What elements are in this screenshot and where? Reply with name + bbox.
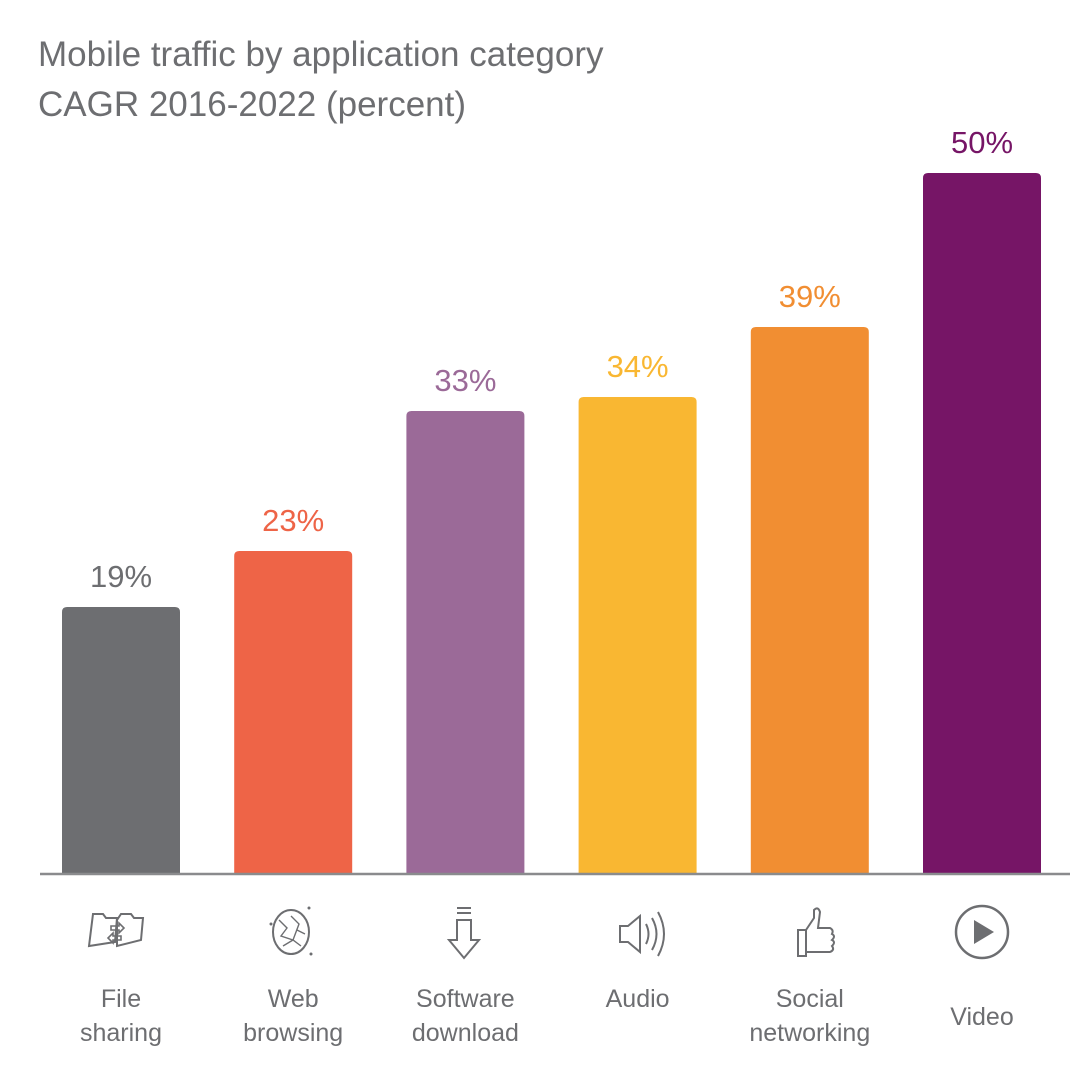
category-label-line: File — [100, 985, 142, 1013]
category-label-line: download — [411, 1019, 519, 1047]
data-label: 39% — [779, 279, 841, 314]
data-label: 50% — [951, 125, 1013, 160]
file-sharing-icon — [81, 900, 161, 970]
bar — [578, 397, 697, 873]
bar — [62, 607, 180, 873]
title-line: Mobile traffic by application category — [38, 35, 604, 74]
globe-icon — [253, 900, 333, 970]
category-label-line: Software — [416, 985, 515, 1013]
category-label-line: Audio — [605, 985, 670, 1013]
data-label: 34% — [607, 349, 669, 384]
bar — [923, 173, 1041, 873]
category-label: File sharing — [35, 982, 207, 1050]
category-label-line: Web — [267, 985, 319, 1013]
category-label-line: browsing — [243, 1019, 344, 1047]
chart-title: Mobile traffic by application category C… — [38, 30, 604, 130]
data-label: 23% — [262, 503, 324, 538]
category-label-line: Social — [775, 985, 844, 1013]
data-label: 33% — [434, 363, 496, 398]
category-label: Audio — [552, 982, 724, 1016]
bar — [406, 411, 525, 873]
play-icon — [942, 900, 1022, 970]
download-icon — [425, 900, 505, 970]
bar — [234, 551, 353, 873]
category-label-line: networking — [749, 1019, 871, 1047]
category-label: Social networking — [724, 982, 896, 1050]
category-label-line: sharing — [80, 1019, 162, 1047]
category-label: Web browsing — [207, 982, 379, 1050]
thumbs-up-icon — [770, 900, 850, 970]
category-label: Software download — [379, 982, 551, 1050]
subtitle-line: CAGR 2016-2022 (percent) — [38, 85, 466, 124]
category-label: Video — [896, 1000, 1068, 1034]
speaker-icon — [598, 900, 678, 970]
bar — [750, 327, 869, 873]
category-label-line: Video — [950, 1003, 1014, 1031]
data-label: 19% — [90, 559, 152, 594]
